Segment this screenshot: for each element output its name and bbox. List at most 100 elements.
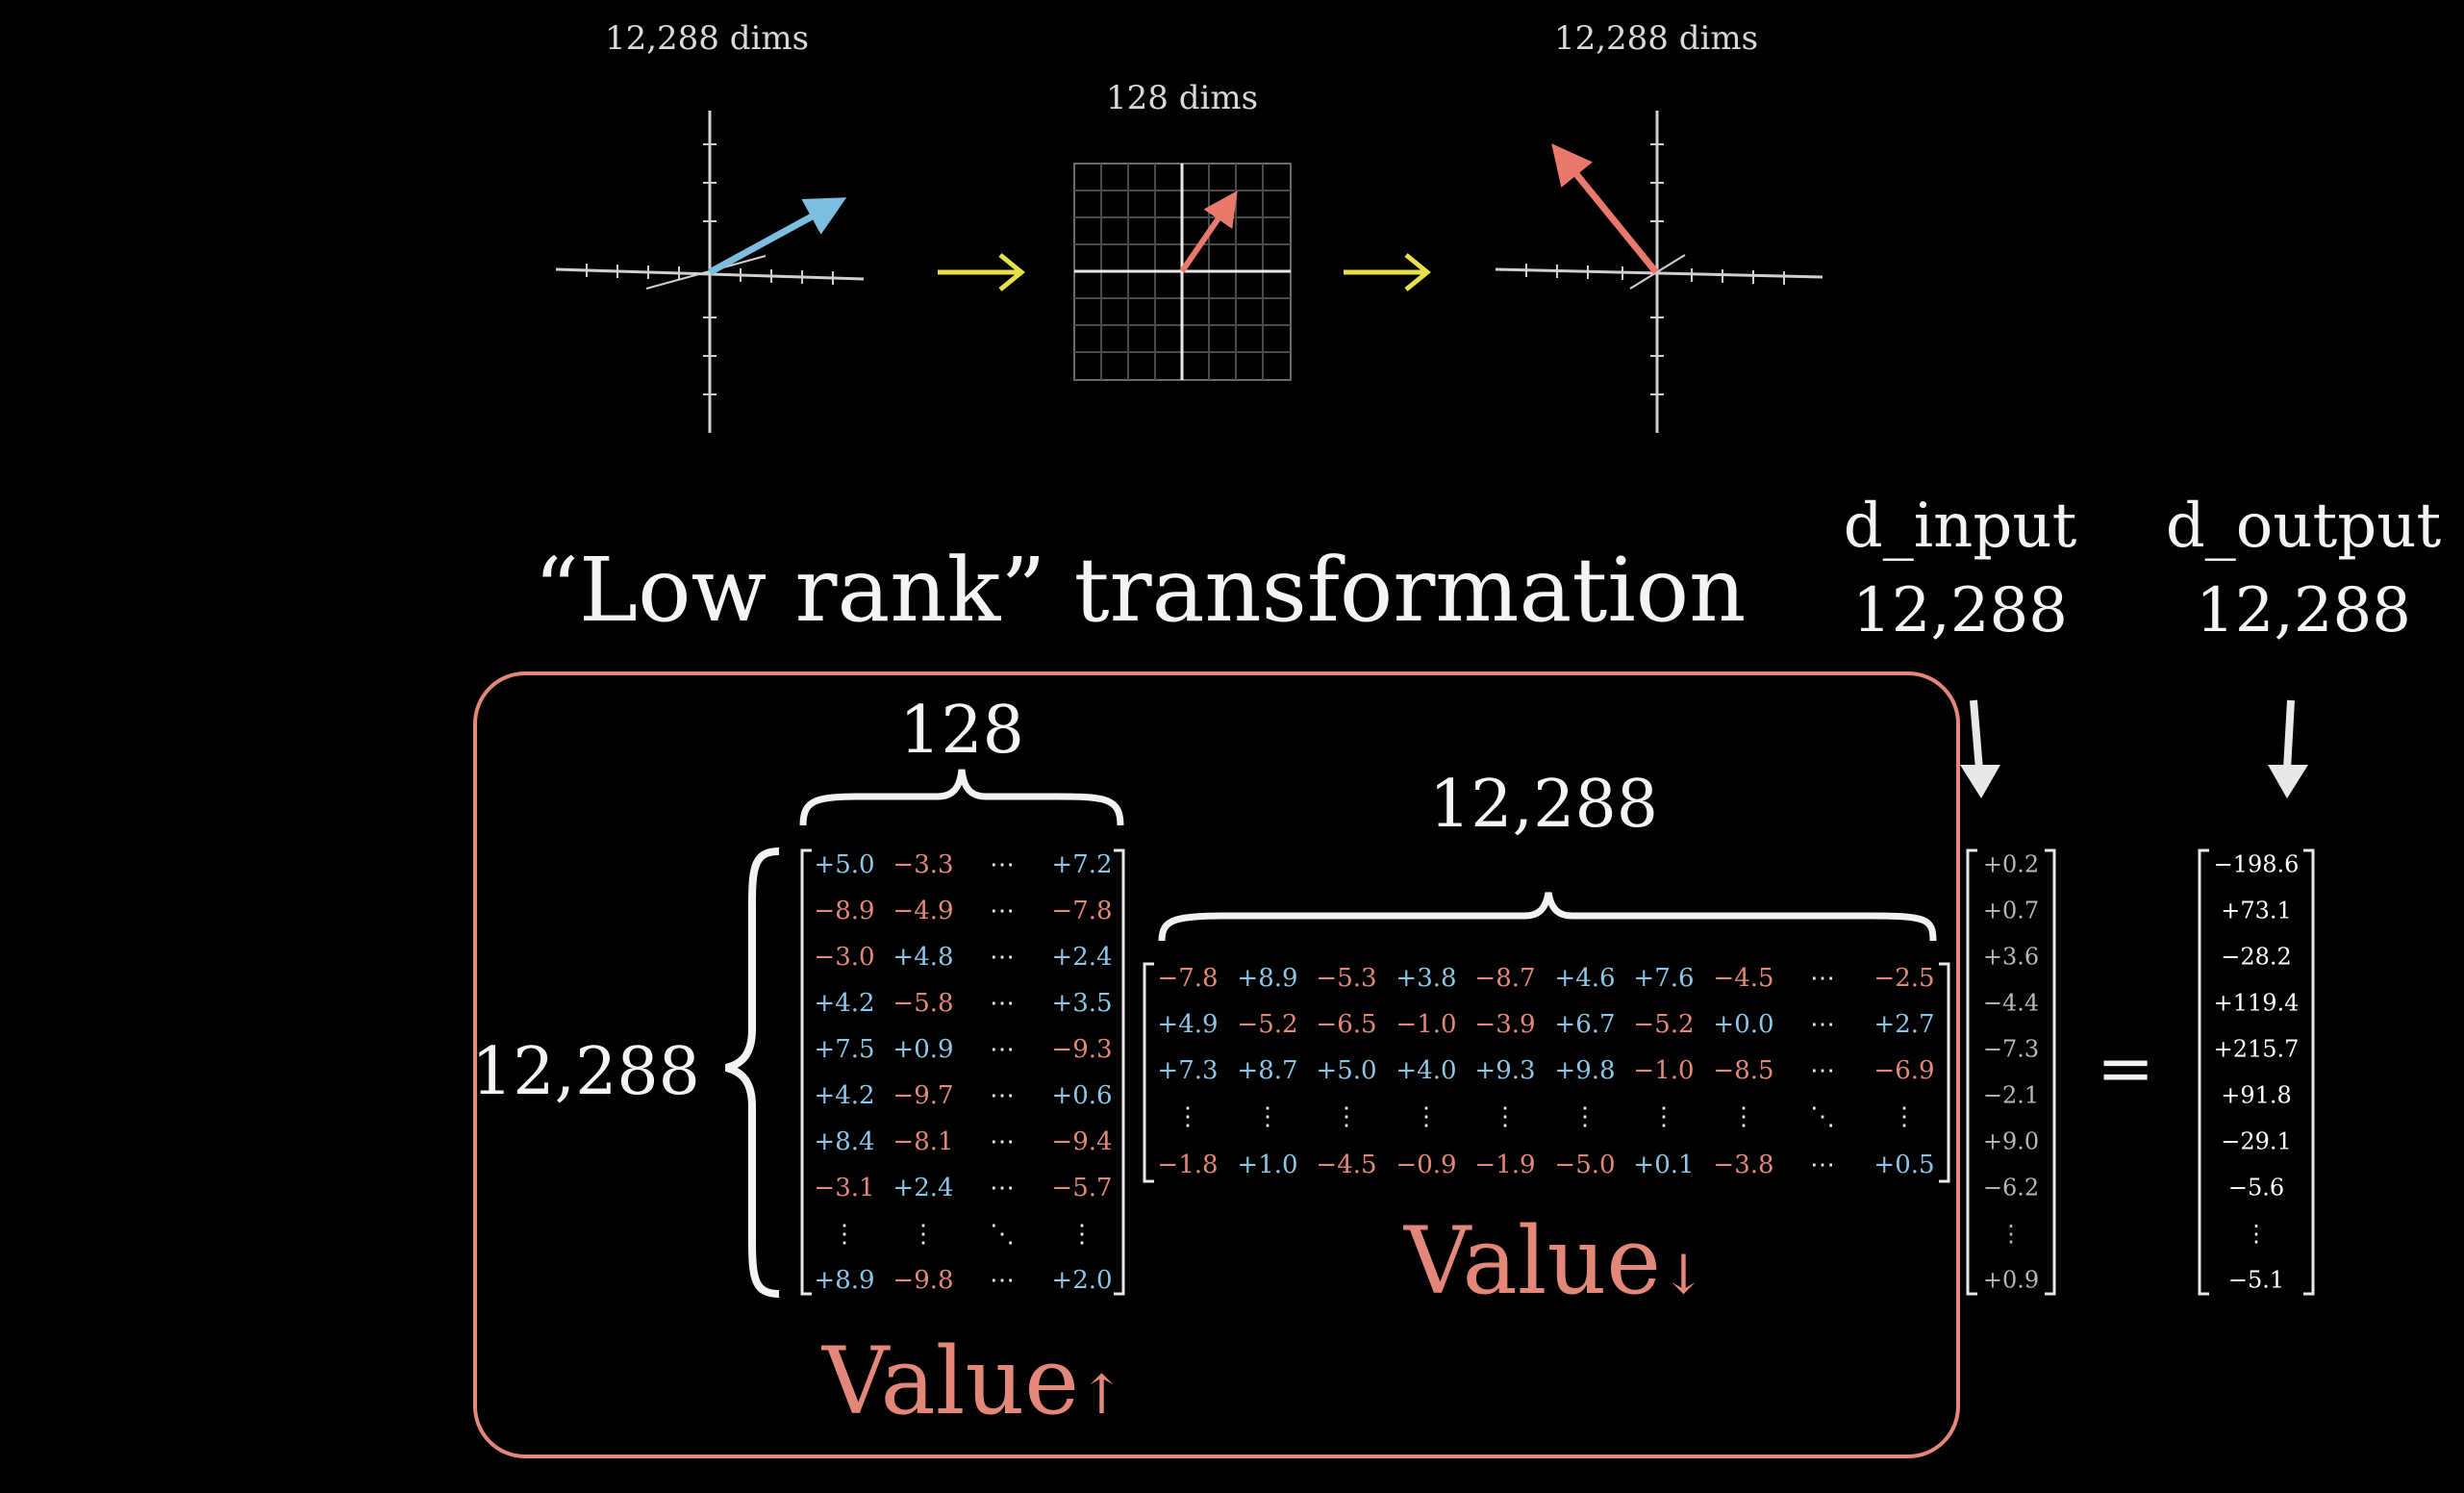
- value-down-brackets: [1143, 962, 1950, 1183]
- value-up-brackets: [800, 848, 1125, 1296]
- right-space-label: 12,288 dims: [1553, 19, 1759, 58]
- value-down-cell: +7.3: [1157, 1056, 1218, 1085]
- value-up-width-label: 128: [899, 693, 1024, 769]
- value-down-cell: −7.8: [1157, 964, 1218, 993]
- d-input-label: d_input: [1843, 491, 2077, 562]
- value-up-cell: ⋯: [990, 1035, 1015, 1064]
- value-down-cell: −8.7: [1474, 964, 1535, 993]
- middle-space-label: 128 dims: [1105, 79, 1259, 117]
- value-down-cell: −5.3: [1316, 964, 1376, 993]
- input-vector-cell: −6.2: [1983, 1175, 2039, 1202]
- output-vector-cell: +215.7: [2214, 1036, 2300, 1063]
- value-up-cell: +4.2: [814, 1081, 874, 1110]
- d-output-arrow: [2268, 699, 2308, 798]
- output-vector-cell: +119.4: [2214, 990, 2300, 1017]
- value-down-cell: +0.0: [1713, 1010, 1773, 1039]
- value-down-cell: ⋮: [1414, 1102, 1439, 1131]
- value-down-arrow: ↓: [1661, 1244, 1707, 1306]
- value-down-cell: −1.8: [1157, 1151, 1218, 1179]
- value-up-cell: −9.8: [893, 1266, 953, 1295]
- d-output-label: d_output: [2165, 491, 2442, 562]
- value-up-cell: +4.2: [814, 989, 874, 1018]
- value-up-cell: +5.0: [814, 850, 874, 879]
- value-up-cell: ⋯: [990, 1081, 1015, 1110]
- value-down-cell: +1.0: [1237, 1151, 1297, 1179]
- value-down-cell: +4.6: [1554, 964, 1615, 993]
- value-up-cell: +0.9: [893, 1035, 953, 1064]
- input-vector-cell: +0.7: [1983, 898, 2039, 924]
- brace-up-width: [799, 769, 1124, 826]
- value-up-matrix: +5.0 −3.3 ⋯ +7.2 −8.9 −4.9 ⋯ −7.8 −3.0 +4.8 ⋯ +2.4 +…: [814, 850, 1112, 1295]
- value-up-cell: −3.0: [814, 943, 874, 972]
- value-up-cell: ⋯: [990, 850, 1015, 879]
- output-vector-cell: −28.2: [2221, 944, 2292, 971]
- value-down-text: Value: [1404, 1207, 1662, 1315]
- input-vector-brackets: [1966, 848, 2056, 1296]
- value-down-cell: −1.9: [1474, 1151, 1535, 1179]
- value-up-cell: +0.6: [1051, 1081, 1112, 1110]
- value-up-cell: ⋯: [990, 1266, 1015, 1295]
- value-down-cell: ⋮: [1651, 1102, 1676, 1131]
- value-down-cell: −5.0: [1554, 1151, 1615, 1179]
- value-up-cell: +8.9: [814, 1266, 874, 1295]
- d-input-value: 12,288: [1852, 575, 2068, 646]
- value-up-cell: −5.7: [1051, 1174, 1112, 1202]
- input-vector-cell: −2.1: [1983, 1082, 2039, 1109]
- value-down-cell: ⋮: [1731, 1102, 1756, 1131]
- page-title: “Low rank” transformation: [534, 539, 1747, 642]
- value-down-cell: −0.9: [1395, 1151, 1456, 1179]
- latent-vector-arrow: [1179, 190, 1238, 273]
- low-rank-box: [473, 671, 1960, 1458]
- value-down-cell: +9.3: [1474, 1056, 1535, 1085]
- value-up-cell: ⋮: [832, 1220, 857, 1249]
- value-up-height-label: 12,288: [471, 1034, 700, 1110]
- left-axes: [555, 111, 865, 433]
- value-up-cell: +7.5: [814, 1035, 874, 1064]
- d-input-arrow: [1960, 699, 2000, 798]
- value-down-cell: −3.8: [1713, 1151, 1773, 1179]
- value-down-cell: ⋮: [1572, 1102, 1597, 1131]
- value-up-cell: +7.2: [1051, 850, 1112, 879]
- value-down-cell: ⋮: [1493, 1102, 1518, 1131]
- value-down-cell: ⋯: [1810, 1010, 1835, 1039]
- equals-sign: =: [2097, 1027, 2154, 1108]
- output-vector-arrow: [1551, 143, 1659, 275]
- value-up-cell: +4.8: [893, 943, 953, 972]
- left-space-label: 12,288 dims: [604, 19, 810, 58]
- value-down-width-label: 12,288: [1429, 767, 1658, 843]
- value-down-cell: ⋯: [1810, 1151, 1835, 1179]
- output-vector-cell: −5.1: [2228, 1267, 2284, 1294]
- value-down-cell: −6.5: [1316, 1010, 1376, 1039]
- value-up-cell: ⋯: [990, 943, 1015, 972]
- value-up-cell: ⋯: [990, 1174, 1015, 1202]
- value-up-cell: +3.5: [1051, 989, 1112, 1018]
- value-down-cell: −4.5: [1713, 964, 1773, 993]
- value-down-cell: +0.1: [1633, 1151, 1694, 1179]
- value-down-cell: −3.9: [1474, 1010, 1535, 1039]
- value-up-cell: −4.9: [893, 897, 953, 925]
- value-down-cell: −2.5: [1873, 964, 1934, 993]
- brace-up-height: [724, 848, 780, 1298]
- output-vector-cell: −5.6: [2228, 1175, 2284, 1202]
- value-down-cell: +4.9: [1157, 1010, 1218, 1039]
- input-vector-cell: −7.3: [1983, 1036, 2039, 1063]
- output-vector-cell: +73.1: [2221, 898, 2292, 924]
- output-vector: −198.6 +73.1 −28.2 +119.4 +215.7 +91.8 −29.1 −5…: [2214, 851, 2300, 1294]
- value-down-cell: +2.7: [1873, 1010, 1934, 1039]
- value-up-cell: ⋯: [990, 897, 1015, 925]
- value-up-cell: ⋱: [990, 1220, 1015, 1249]
- value-up-cell: −8.9: [814, 897, 874, 925]
- input-vector-arrow: [708, 197, 847, 276]
- output-vector-cell: −198.6: [2214, 851, 2300, 878]
- value-up-cell: +2.4: [893, 1174, 953, 1202]
- transform-arrow-2: [1344, 253, 1431, 291]
- d-output-value: 12,288: [2196, 575, 2411, 646]
- value-down-cell: +8.9: [1237, 964, 1297, 993]
- input-vector-cell: +9.0: [1983, 1128, 2039, 1155]
- output-vector-brackets: [2198, 848, 2315, 1296]
- input-vector-cell: −4.4: [1983, 990, 2039, 1017]
- input-vector-cell: +0.2: [1983, 851, 2039, 878]
- value-down-cell: −5.2: [1237, 1010, 1297, 1039]
- value-down-cell: ⋯: [1810, 964, 1835, 993]
- value-down-cell: ⋮: [1255, 1102, 1280, 1131]
